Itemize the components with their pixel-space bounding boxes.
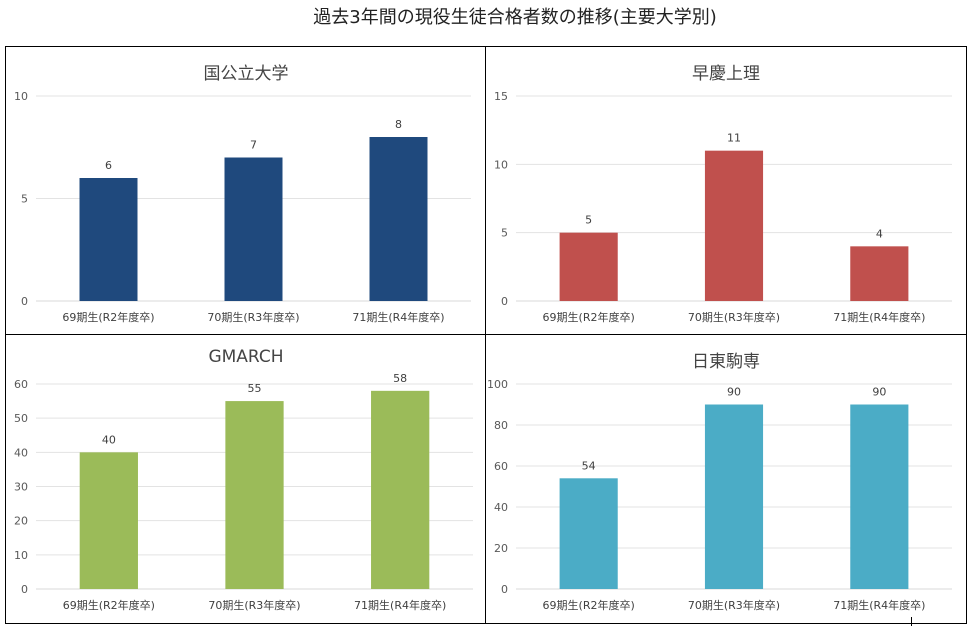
bar <box>850 246 909 301</box>
y-tick-label: 80 <box>494 419 508 432</box>
bar-chart-nittoukomasen: 0 20 40 60 80 100 54 69期生(R2年度卒) 90 70期生(R3年度卒) 90… <box>487 378 952 612</box>
bar <box>559 232 618 301</box>
data-label: 90 <box>727 386 741 399</box>
bar <box>704 150 764 301</box>
category-label: 69期生(R2年度卒) <box>62 310 154 324</box>
data-label: 58 <box>393 372 407 385</box>
y-tick-label: 100 <box>487 378 508 391</box>
bar <box>225 401 284 589</box>
y-tick-label: 10 <box>14 90 28 103</box>
category-label: 69期生(R2年度卒) <box>543 598 635 612</box>
category-label: 71期生(R4年度卒) <box>352 310 444 324</box>
chart-title: 早慶上理 <box>692 64 760 84</box>
bar <box>704 404 764 589</box>
bar-chart-kokkoritsu: 0 5 10 6 69期生(R2年度卒) 7 70期生(R3年度卒) 8 71期生(R4年度卒) <box>14 90 471 324</box>
data-label: 4 <box>876 227 883 240</box>
data-label: 6 <box>105 159 112 172</box>
category-label: 71期生(R4年度卒) <box>833 310 925 324</box>
y-tick-label: 60 <box>14 378 28 391</box>
main-title: 過去3年間の現役生徒合格者数の推移(主要大学別) <box>313 7 717 28</box>
category-label: 69期生(R2年度卒) <box>543 310 635 324</box>
panel-divider-horizontal <box>5 334 967 335</box>
category-label: 70期生(R3年度卒) <box>688 310 780 324</box>
category-label: 70期生(R3年度卒) <box>207 310 299 324</box>
y-tick-label: 5 <box>21 193 28 206</box>
y-tick-label: 10 <box>494 158 508 171</box>
bar-chart-soukei: 0 5 10 15 5 69期生(R2年度卒) 11 70期生(R3年度卒) 4 71期生(R4年… <box>494 90 952 324</box>
data-label: 40 <box>102 433 116 446</box>
y-tick-label: 5 <box>501 227 508 240</box>
chart-grid-frame <box>5 46 967 624</box>
bar <box>850 404 909 589</box>
data-label: 11 <box>727 132 741 145</box>
data-label: 90 <box>872 386 886 399</box>
chart-title: GMARCH <box>208 347 284 367</box>
chart-panel-gmarch: GMARCH 0 10 20 30 40 50 60 40 69期生(R2年度卒) 55 70期生(… <box>6 335 485 622</box>
data-label: 54 <box>582 459 596 472</box>
category-label: 71期生(R4年度卒) <box>833 598 925 612</box>
y-tick-label: 30 <box>14 481 28 494</box>
bar <box>79 452 138 589</box>
category-label: 69期生(R2年度卒) <box>63 598 155 612</box>
chart-title: 国公立大学 <box>203 64 289 84</box>
bar <box>79 178 138 301</box>
y-tick-label: 0 <box>21 295 28 308</box>
data-label: 7 <box>250 139 257 152</box>
y-tick-label: 0 <box>501 295 508 308</box>
chart-title: 日東駒専 <box>692 352 760 372</box>
data-label: 8 <box>395 118 402 131</box>
y-tick-label: 10 <box>14 549 28 562</box>
chart-panel-nittoukomasen: 日東駒専 0 20 40 60 80 100 54 69期生(R2年度卒) 90 70期生(R3年… <box>486 335 966 622</box>
category-label: 70期生(R3年度卒) <box>208 598 300 612</box>
bar-chart-gmarch: 0 10 20 30 40 50 60 40 69期生(R2年度卒) 55 70期生(R3年度卒) 5… <box>14 372 473 612</box>
category-label: 70期生(R3年度卒) <box>688 598 780 612</box>
y-tick-label: 15 <box>494 90 508 103</box>
bar <box>224 157 283 301</box>
y-tick-label: 40 <box>494 501 508 514</box>
y-tick-label: 20 <box>14 515 28 528</box>
data-label: 5 <box>585 214 592 227</box>
bar <box>371 390 430 589</box>
y-tick-label: 0 <box>501 583 508 596</box>
chart-panel-kokkoritsu: 国公立大学 0 5 10 6 69期生(R2年度卒) 7 70期生(R3年度卒) 8 71期生(… <box>6 47 485 334</box>
frame-tick-mark <box>911 617 912 626</box>
y-tick-label: 40 <box>14 446 28 459</box>
y-tick-label: 50 <box>14 412 28 425</box>
panel-divider-vertical <box>485 46 486 624</box>
bar <box>559 478 618 589</box>
y-tick-label: 60 <box>494 460 508 473</box>
category-label: 71期生(R4年度卒) <box>354 598 446 612</box>
chart-panel-soukei: 早慶上理 0 5 10 15 5 69期生(R2年度卒) 11 70期生(R3年度卒) 4 71期… <box>486 47 966 334</box>
y-tick-label: 20 <box>494 542 508 555</box>
bar <box>369 137 428 301</box>
data-label: 55 <box>248 382 262 395</box>
y-tick-label: 0 <box>21 583 28 596</box>
